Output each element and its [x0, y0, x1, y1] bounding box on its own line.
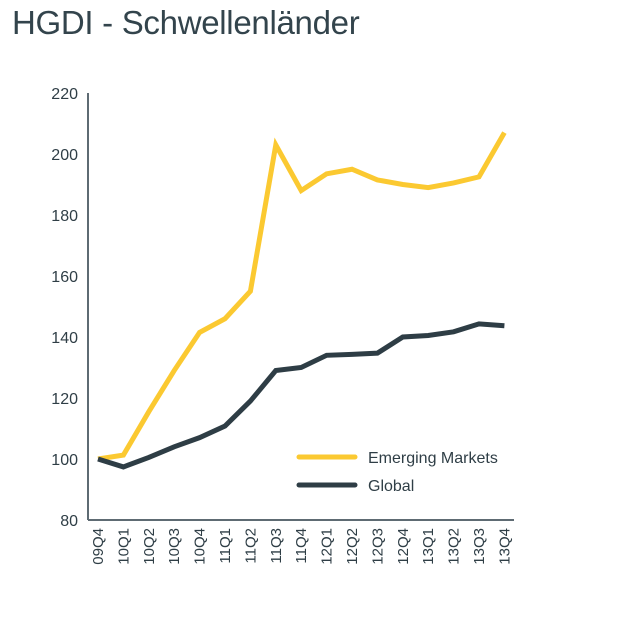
- x-tick-label: 13Q4: [496, 528, 513, 565]
- x-tick-label: 11Q1: [217, 528, 234, 564]
- x-tick-label: 10Q2: [141, 528, 158, 565]
- x-tick-label: 10Q4: [192, 528, 209, 565]
- legend: Emerging Markets Global: [296, 450, 498, 495]
- x-tick-label: 12Q3: [369, 528, 386, 565]
- x-tick-label: 13Q3: [471, 528, 488, 565]
- y-tick-label: 220: [51, 86, 78, 103]
- y-tick-label: 200: [51, 147, 78, 164]
- x-tick-label: 10Q1: [115, 528, 132, 565]
- legend-label-global: Global: [368, 478, 414, 495]
- x-tick-label: 11Q2: [242, 528, 259, 564]
- legend-label-emerging-markets: Emerging Markets: [368, 450, 498, 467]
- y-tick-label: 100: [51, 452, 78, 469]
- x-tick-label: 09Q4: [90, 528, 107, 565]
- y-tick-label: 180: [51, 208, 78, 225]
- chart-title: HGDI - Schwellenländer: [12, 4, 360, 41]
- y-tick-label: 120: [51, 391, 78, 408]
- x-tick-label: 11Q4: [293, 528, 310, 564]
- y-tick-label: 160: [51, 269, 78, 286]
- x-axis-ticks: 09Q4 10Q1 10Q2 10Q3 10Q4 11Q1 11Q2 11Q3 11Q4 12Q1…: [90, 528, 513, 565]
- y-tick-label: 140: [51, 330, 78, 347]
- series-lines: [97, 131, 507, 470]
- x-tick-label: 12Q2: [344, 528, 361, 565]
- x-tick-label: 10Q3: [166, 528, 183, 565]
- x-tick-label: 12Q1: [319, 528, 336, 565]
- x-tick-label: 13Q1: [420, 528, 437, 565]
- x-tick-label: 11Q3: [268, 528, 285, 564]
- x-tick-label: 13Q2: [446, 528, 463, 565]
- y-tick-label: 80: [60, 513, 78, 530]
- y-axis-ticks: 80 100 120 140 160 180 200 220: [51, 86, 78, 530]
- series-line-emerging-markets: [97, 131, 507, 462]
- x-tick-label: 12Q4: [395, 528, 412, 565]
